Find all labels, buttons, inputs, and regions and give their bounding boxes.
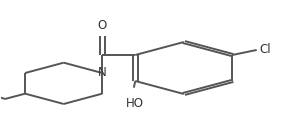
Text: HO: HO — [126, 97, 144, 110]
Text: Cl: Cl — [260, 43, 271, 56]
Text: N: N — [98, 67, 107, 80]
Text: O: O — [98, 19, 107, 32]
